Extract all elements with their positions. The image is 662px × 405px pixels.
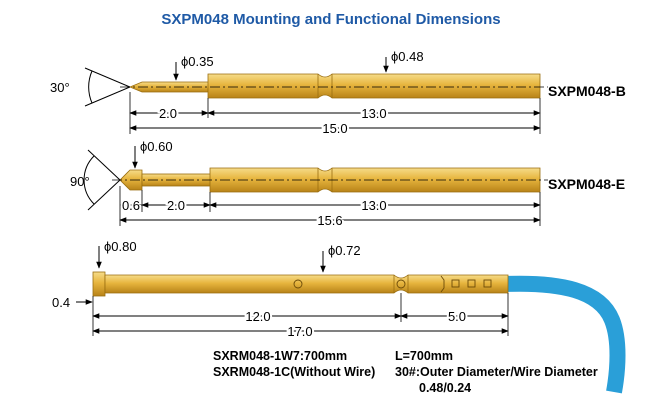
- probe-e-dim-body: 13.0: [361, 198, 386, 213]
- notes: SXRM048-1W7:700mm L=700mm SXRM048-1C(Wit…: [213, 349, 598, 395]
- probe-b-model-label: SXPM048-B: [548, 83, 626, 99]
- note-wire-spec: 30#:Outer Diameter/Wire Diameter: [395, 365, 598, 379]
- crimp-square: [467, 279, 476, 288]
- probe-b-barrel-diameter: ϕ0.48: [391, 49, 424, 64]
- probe-w-head: [92, 271, 106, 297]
- probe-e-dim-head: 0.6: [122, 198, 140, 213]
- wire: [504, 275, 626, 394]
- probe-e-dim-total: 15.6: [317, 213, 342, 228]
- probe-e-dim-tip: 2.0: [167, 198, 185, 213]
- probe-e-model-label: SXPM048-E: [548, 176, 625, 192]
- probe-w-hole: [396, 279, 406, 289]
- probe-w-dim-total: 17.0: [287, 324, 312, 339]
- crimp-square: [483, 279, 492, 288]
- probe-w-dim-head: 0.4: [52, 295, 70, 310]
- probe-e-angle-label: 90°: [70, 174, 90, 189]
- probe-w-dim-body: 12.0: [245, 309, 270, 324]
- probe-b-dim-body: 13.0: [361, 106, 386, 121]
- note-wire-values: 0.48/0.24: [419, 381, 471, 395]
- probe-w-body: [104, 274, 509, 294]
- probe-b-angle-label: 30°: [50, 80, 70, 95]
- probe-b-tip-diameter: ϕ0.35: [181, 54, 214, 69]
- note-wired-model: SXRM048-1W7:700mm: [213, 349, 347, 363]
- probe-b-dim-tip: 2.0: [159, 106, 177, 121]
- probe-b-barrel: [207, 73, 541, 99]
- probe-w: ϕ0.80 ϕ0.72 0.4 12.0 5.0 17.0: [52, 239, 626, 394]
- crimp-square: [451, 279, 460, 288]
- note-wire-length: L=700mm: [395, 349, 453, 363]
- probe-e: 90° ϕ0.60 SXPM048-E 0.6 2.0: [70, 139, 625, 230]
- probe-e-head-diameter: ϕ0.60: [140, 139, 173, 154]
- probe-b-dim-total: 15.0: [322, 121, 347, 136]
- probe-w-dim-end: 5.0: [448, 309, 466, 324]
- diagram-title: SXPM048 Mounting and Functional Dimensio…: [161, 11, 500, 28]
- probe-w-body-diameter: ϕ0.72: [328, 243, 361, 258]
- note-unwired-model: SXRM048-1C(Without Wire): [213, 365, 375, 379]
- probe-b: 30° ϕ0.35 ϕ0.48 SXPM048-B 2.0 13.0: [50, 49, 626, 138]
- probe-w-hole: [293, 279, 303, 289]
- probe-w-head-diameter: ϕ0.80: [104, 239, 137, 254]
